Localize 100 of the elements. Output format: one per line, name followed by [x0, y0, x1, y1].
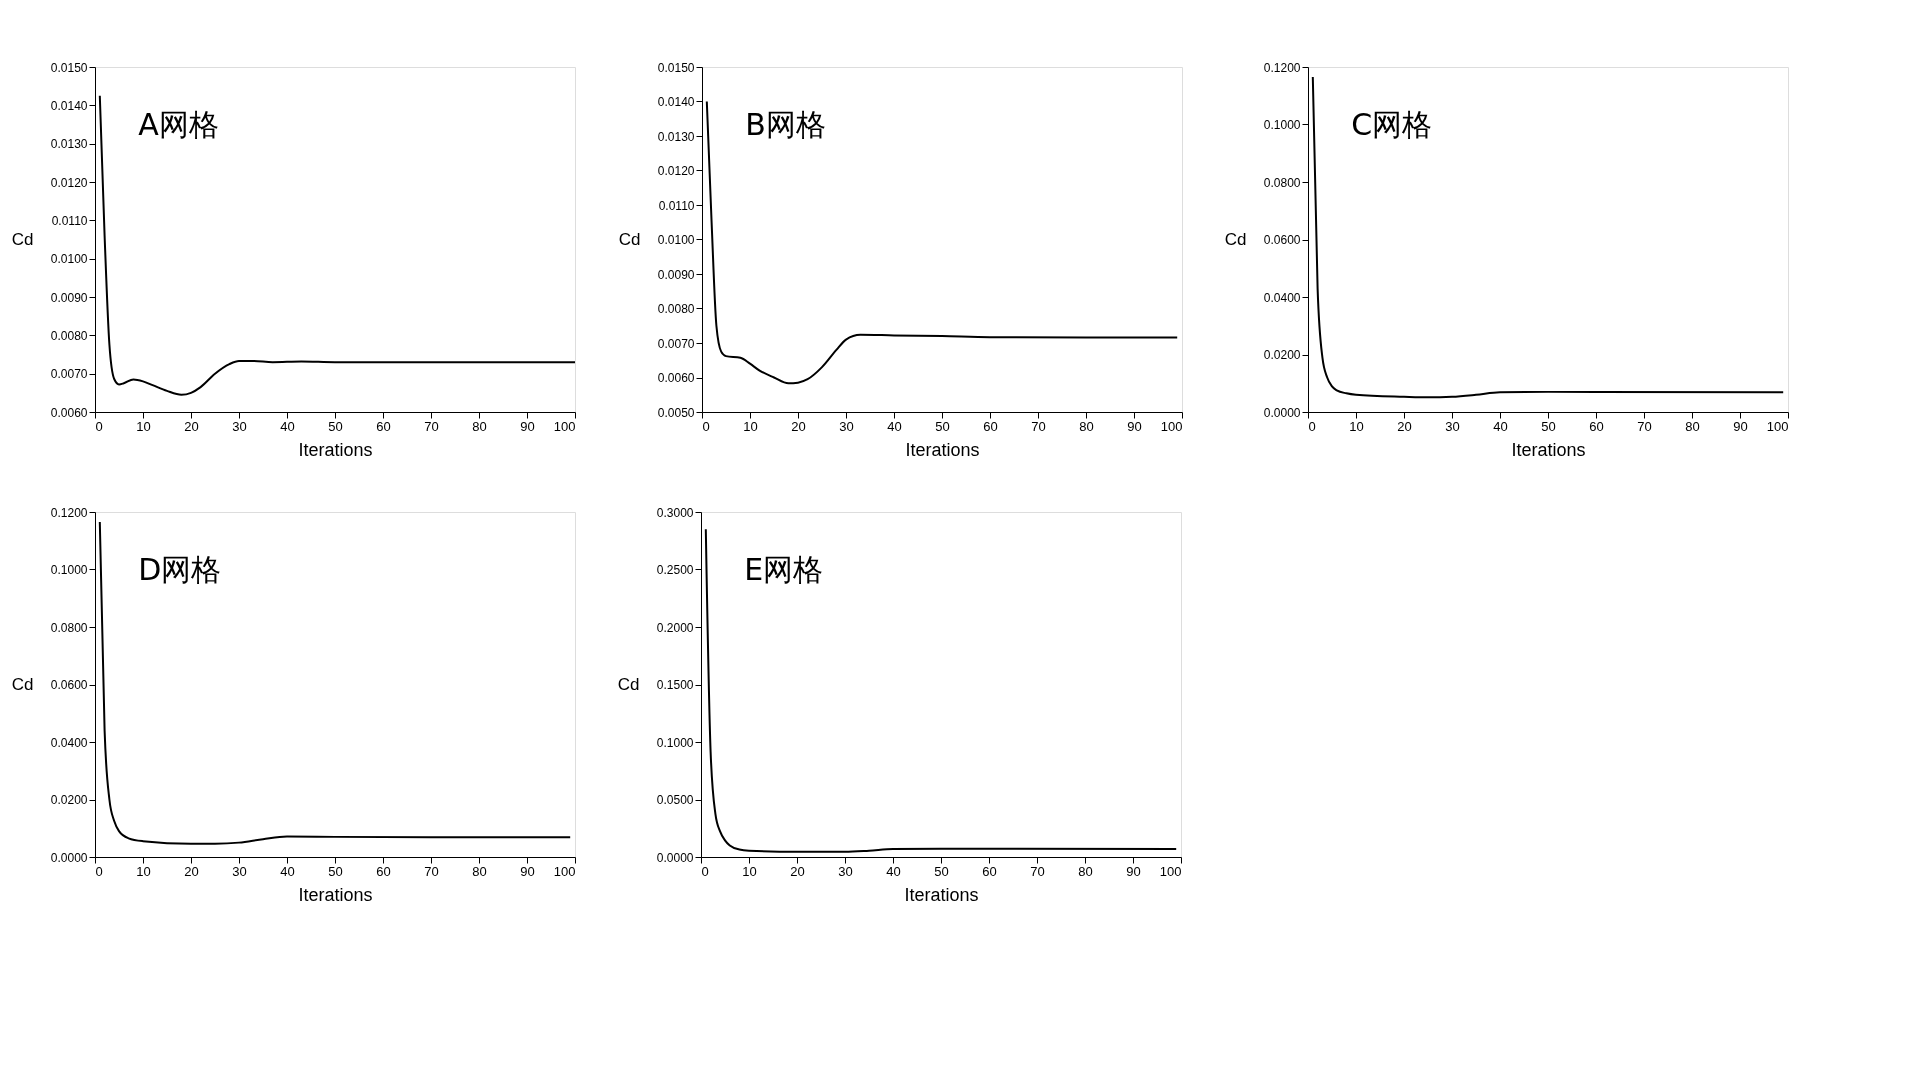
x-tick-label: 10 — [136, 863, 151, 879]
x-tick-label: 20 — [791, 418, 806, 434]
y-tick-label: 0.0060 — [657, 371, 695, 385]
y-tick-label: 0.1000 — [1263, 118, 1301, 132]
x-axis-title: Iterations — [298, 884, 373, 905]
y-axis-title: Cd — [618, 230, 641, 249]
line-series — [705, 100, 1179, 385]
x-tick-label: 80 — [472, 418, 487, 434]
x-tick-label: 0 — [1308, 418, 1316, 434]
x-tick-label: 60 — [982, 863, 997, 879]
x-tick-label: 90 — [520, 863, 535, 879]
x-tick-label: 10 — [136, 418, 151, 434]
x-tick-label: 30 — [838, 863, 853, 879]
x-tick-label: 90 — [1127, 418, 1142, 434]
line-series — [704, 528, 1178, 853]
y-axis-title: Cd — [1224, 230, 1247, 249]
x-tick-label: 10 — [1349, 418, 1364, 434]
y-tick-label: 0.0110 — [51, 213, 88, 228]
x-tick-label: 90 — [520, 418, 535, 434]
y-tick-label: 0.0130 — [50, 137, 88, 152]
x-tick-label: 80 — [472, 863, 487, 879]
x-tick-label: 50 — [328, 418, 343, 434]
y-tick-label: 0.0400 — [1263, 290, 1301, 305]
x-tick-label: 0 — [95, 418, 103, 434]
y-tick-label: 0.0600 — [1263, 233, 1301, 247]
y-tick-label: 0.0090 — [657, 267, 695, 282]
x-axis-title: Iterations — [298, 439, 373, 460]
x-tick-label: 60 — [376, 863, 391, 879]
x-tick-label: 40 — [887, 418, 902, 434]
y-tick-label: 0.1000 — [50, 563, 88, 577]
y-tick-label: 0.0090 — [50, 290, 88, 305]
y-tick-label: 0.0120 — [50, 175, 88, 190]
x-tick-label: 40 — [886, 863, 901, 879]
x-axis-title: Iterations — [905, 439, 980, 460]
text: B网格 — [745, 106, 826, 142]
text: D网格 — [138, 551, 222, 587]
x-tick-label: 100 — [1159, 863, 1182, 879]
y-tick-label: 0.0500 — [656, 793, 694, 807]
x-tick-label: 90 — [1126, 863, 1141, 879]
y-tick-label: 0.1200 — [50, 505, 88, 520]
y-tick-label: 0.0100 — [50, 252, 88, 267]
x-tick-label: 70 — [1031, 418, 1046, 434]
x-tick-label: 50 — [935, 418, 950, 434]
x-tick-label: 70 — [424, 418, 439, 434]
y-tick-label: 0.0400 — [50, 735, 88, 750]
x-tick-label: 60 — [376, 418, 391, 434]
y-axis-title: Cd — [11, 230, 34, 249]
y-tick-label: 0.0050 — [657, 405, 695, 420]
x-tick-label: 30 — [232, 418, 247, 434]
x-tick-label: 20 — [184, 863, 199, 879]
x-tick-label: 80 — [1078, 863, 1093, 879]
x-tick-label: 80 — [1079, 418, 1094, 434]
y-tick-label: 0.0140 — [657, 95, 695, 109]
y-tick-label: 0.0800 — [50, 620, 88, 635]
x-tick-label: 60 — [983, 418, 998, 434]
x-tick-label: 90 — [1733, 418, 1748, 434]
y-tick-label: 0.0000 — [50, 850, 88, 865]
x-tick-label: 20 — [1397, 418, 1412, 434]
x-tick-label: 80 — [1685, 418, 1700, 434]
y-tick-label: 0.0070 — [657, 336, 695, 351]
y-axis-title: Cd — [11, 675, 34, 694]
x-tick-label: 10 — [743, 418, 758, 434]
x-tick-label: 50 — [1541, 418, 1556, 434]
y-tick-label: 0.0140 — [50, 98, 88, 113]
y-tick-label: 0.2500 — [656, 563, 694, 577]
x-tick-label: 100 — [553, 418, 576, 434]
y-tick-label: 0.0000 — [1263, 405, 1301, 420]
line-series — [98, 521, 572, 845]
x-tick-label: 10 — [742, 863, 757, 879]
y-tick-label: 0.3000 — [656, 505, 694, 520]
x-tick-label: 40 — [280, 418, 295, 434]
x-tick-label: 20 — [184, 418, 199, 434]
x-tick-label: 40 — [280, 863, 295, 879]
y-tick-label: 0.2000 — [656, 620, 694, 635]
line-series — [98, 94, 576, 396]
x-tick-label: 70 — [424, 863, 439, 879]
text: E网格 — [744, 551, 824, 587]
x-tick-label: 100 — [1160, 418, 1183, 434]
x-tick-label: 100 — [553, 863, 576, 879]
x-tick-label: 0 — [95, 863, 103, 879]
x-axis-title: Iterations — [1511, 439, 1586, 460]
y-tick-label: 0.0150 — [50, 60, 88, 75]
line-series — [1311, 76, 1785, 399]
y-tick-label: 0.0080 — [50, 328, 88, 343]
y-tick-label: 0.0060 — [50, 405, 88, 420]
x-tick-label: 30 — [839, 418, 854, 434]
x-tick-label: 0 — [701, 863, 709, 879]
y-tick-label: 0.0110 — [658, 198, 695, 213]
y-tick-label: 0.0070 — [50, 367, 88, 382]
y-axis-title: Cd — [617, 675, 640, 694]
y-tick-label: 0.1200 — [1263, 60, 1301, 75]
y-tick-label: 0.0120 — [657, 164, 695, 178]
x-tick-label: 40 — [1493, 418, 1508, 434]
y-tick-label: 0.1000 — [656, 735, 694, 750]
y-tick-label: 0.0200 — [50, 793, 88, 807]
y-tick-label: 0.0800 — [1263, 175, 1301, 190]
x-tick-label: 70 — [1030, 863, 1045, 879]
text: A网格 — [138, 106, 219, 142]
x-tick-label: 30 — [232, 863, 247, 879]
y-tick-label: 0.1500 — [656, 678, 694, 692]
